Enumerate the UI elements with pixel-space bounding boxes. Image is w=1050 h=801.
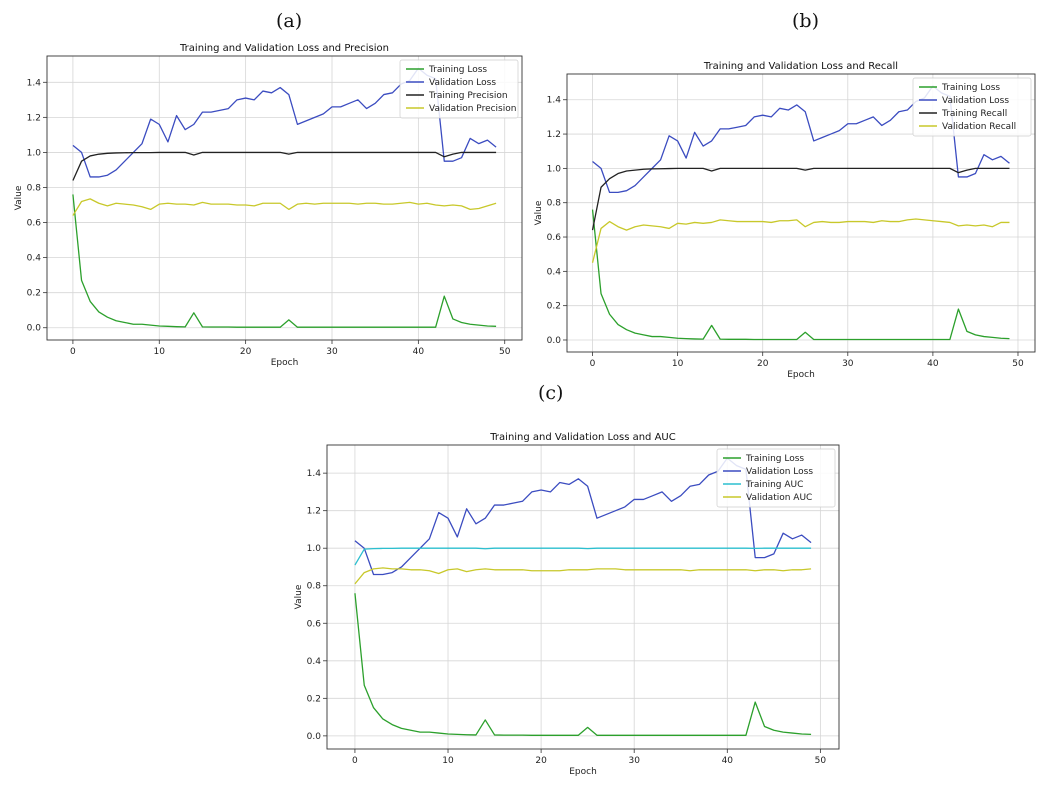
x-tick-label: 0: [590, 359, 596, 369]
plot-frame: [566, 73, 1036, 353]
y-axis-label: Value: [14, 185, 24, 210]
series-line: [72, 194, 497, 328]
y-tick-label: 1.2: [307, 507, 321, 517]
x-tick-label: 10: [154, 347, 166, 357]
y-tick-label: 1.4: [547, 96, 562, 106]
chart-title: Training and Validation Loss and Recall: [703, 61, 898, 72]
panel-label-b: (b): [792, 10, 819, 32]
legend-box: [912, 77, 1032, 137]
legend-box: [716, 448, 836, 508]
y-tick-label: 0.4: [547, 267, 562, 277]
legend-label: Validation Loss: [746, 467, 813, 477]
panel-label-a: (a): [276, 10, 303, 32]
y-tick-label: 0.6: [27, 219, 42, 229]
y-tick-label: 0.2: [547, 302, 561, 312]
y-axis-label: Value: [294, 584, 304, 609]
legend-label: Training Loss: [745, 454, 804, 464]
series-line: [72, 198, 497, 216]
x-axis-label: Epoch: [569, 767, 597, 777]
x-tick-label: 20: [240, 347, 252, 357]
series-line: [72, 151, 497, 181]
legend-label: Validation Loss: [942, 96, 1009, 106]
chart-title: Training and Validation Loss and AUC: [489, 432, 675, 443]
y-tick-label: 1.0: [547, 164, 562, 174]
series-line: [591, 218, 1010, 263]
y-tick-label: 0.6: [307, 619, 322, 629]
plot-frame: [46, 55, 523, 341]
legend-label: Training Loss: [428, 65, 487, 75]
legend-label: Training Recall: [941, 109, 1007, 119]
legend-label: Training Loss: [941, 83, 1000, 93]
y-tick-label: 1.2: [27, 113, 41, 123]
x-tick-label: 0: [352, 756, 358, 766]
y-tick-label: 0.8: [307, 582, 322, 592]
plot-frame: [326, 444, 840, 750]
x-axis-label: Epoch: [271, 358, 299, 368]
x-tick-label: 10: [672, 359, 684, 369]
x-tick-label: 40: [927, 359, 939, 369]
legend-label: Validation Loss: [429, 78, 496, 88]
x-tick-label: 0: [70, 347, 76, 357]
series-line: [354, 567, 812, 585]
x-tick-label: 20: [757, 359, 769, 369]
legend-box: [399, 59, 519, 119]
y-tick-label: 0.8: [27, 183, 42, 193]
y-tick-label: 0.0: [307, 732, 322, 742]
y-tick-label: 0.2: [307, 694, 321, 704]
legend-label: Training AUC: [745, 480, 803, 490]
y-tick-label: 1.4: [27, 78, 42, 88]
x-tick-label: 30: [842, 359, 854, 369]
y-tick-label: 0.0: [547, 336, 562, 346]
y-tick-label: 1.2: [547, 130, 561, 140]
series-line: [591, 209, 1010, 341]
y-tick-label: 0.4: [27, 254, 42, 264]
legend-label: Validation Precision: [429, 104, 516, 114]
y-tick-label: 1.4: [307, 469, 322, 479]
chart-title: Training and Validation Loss and Precisi…: [179, 43, 389, 54]
x-tick-label: 50: [1012, 359, 1024, 369]
x-tick-label: 30: [326, 347, 338, 357]
series-line: [591, 167, 1010, 231]
legend-label: Validation Recall: [942, 122, 1016, 132]
series-line: [354, 593, 812, 736]
x-tick-label: 40: [413, 347, 425, 357]
y-tick-label: 0.2: [27, 289, 41, 299]
series-line: [354, 547, 812, 566]
x-tick-label: 50: [499, 347, 511, 357]
x-tick-label: 20: [535, 756, 547, 766]
legend-label: Validation AUC: [746, 493, 812, 503]
chart-1: 0 10 20 30 40 50 0.0 0.2 0.4 0.6 0.8 1.0 1.2 1.4 Train…: [534, 61, 1036, 380]
y-tick-label: 0.0: [27, 324, 42, 334]
y-tick-label: 0.8: [547, 199, 562, 209]
panel-label-c: (c): [538, 382, 564, 404]
chart-0: 0 10 20 30 40 50 0.0 0.2 0.4 0.6 0.8 1.0 1.2 1.4 Train…: [14, 43, 523, 368]
x-tick-label: 30: [628, 756, 640, 766]
y-tick-label: 0.4: [307, 657, 322, 667]
x-tick-label: 40: [722, 756, 734, 766]
x-tick-label: 10: [442, 756, 454, 766]
y-tick-label: 0.6: [547, 233, 562, 243]
y-tick-label: 1.0: [307, 544, 322, 554]
x-axis-label: Epoch: [787, 370, 815, 380]
legend-label: Training Precision: [428, 91, 508, 101]
y-axis-label: Value: [534, 200, 544, 225]
y-tick-label: 1.0: [27, 148, 42, 158]
x-tick-label: 50: [815, 756, 827, 766]
chart-2: 0 10 20 30 40 50 0.0 0.2 0.4 0.6 0.8 1.0 1.2 1.4 Train…: [294, 432, 840, 777]
